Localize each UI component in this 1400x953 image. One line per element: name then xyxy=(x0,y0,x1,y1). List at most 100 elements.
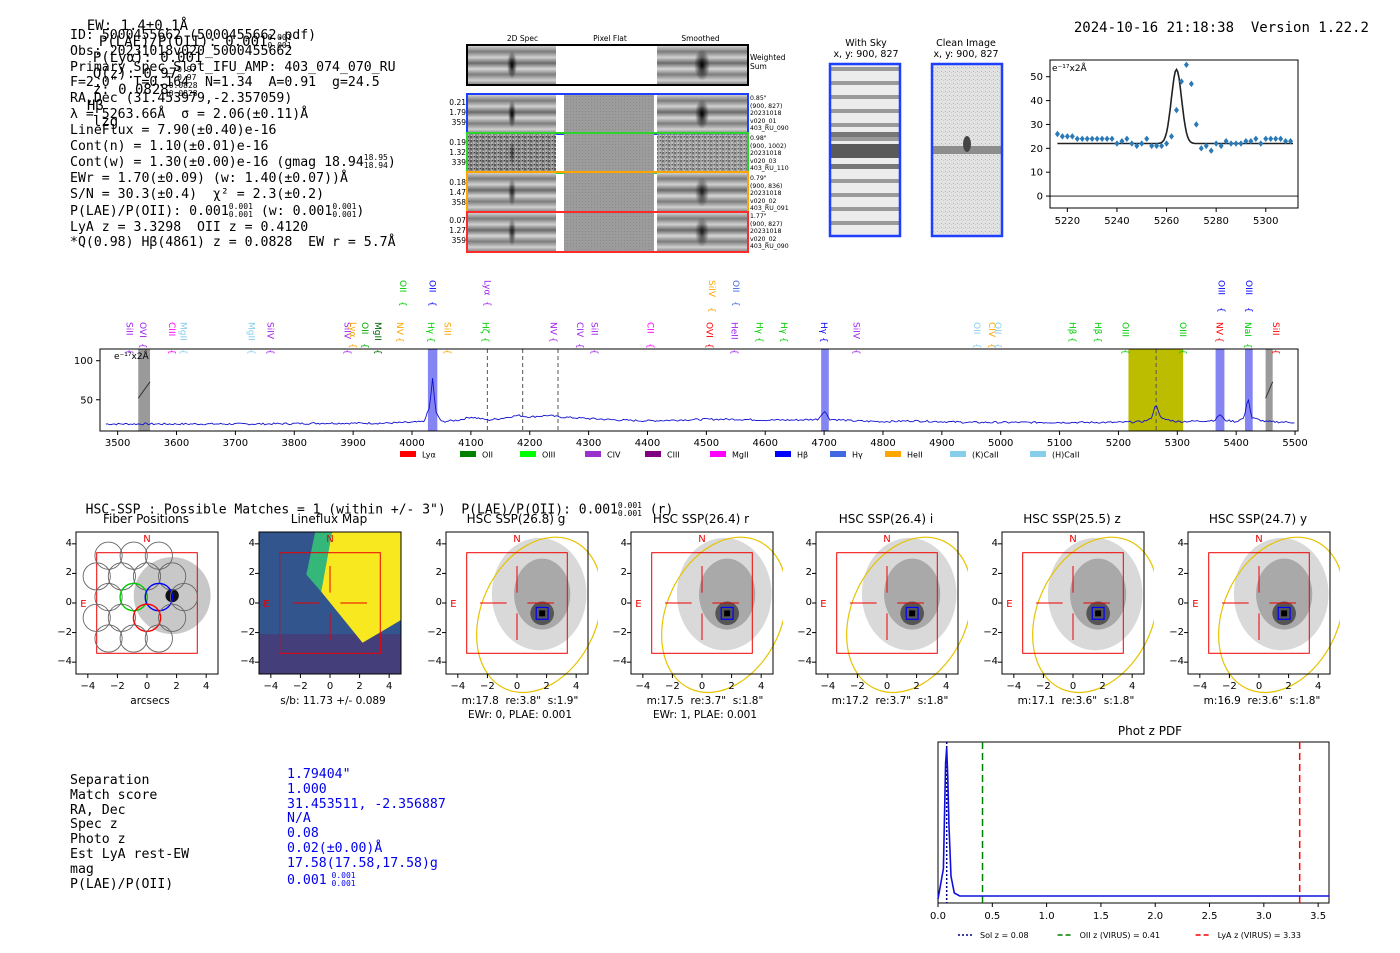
spectrum-line-label: Hζ { xyxy=(480,322,490,343)
spectrum-line-label: CII { xyxy=(644,322,654,349)
spectrum-highlight-band xyxy=(821,349,829,431)
spectrum-xtick-label: 4700 xyxy=(811,438,836,449)
qz-value: Q(z): 0.97 xyxy=(92,66,178,82)
legend-label: (K)CaII xyxy=(972,451,999,460)
spectrum-line-label-brace: { xyxy=(245,349,255,355)
cutout-box xyxy=(1022,552,1124,654)
zoom-ytick-label: 30 xyxy=(1030,120,1043,131)
match-label: Photo z xyxy=(70,832,126,848)
lineflux-low xyxy=(259,634,401,674)
cutout-row-2 xyxy=(466,132,749,174)
pdf-frame xyxy=(937,741,1330,904)
panel-ytick-label: 2 xyxy=(435,567,442,579)
spectrum-line-label-text: SiII xyxy=(589,322,599,336)
panel-ytick-label: −4 xyxy=(427,656,442,668)
pdf-legend-label: LyA z (VIRUS) = 3.33 xyxy=(1218,931,1301,940)
panel-title-4: HSC SSP(26.4) i xyxy=(838,512,934,526)
spectrum-line-label-text: OVI xyxy=(137,322,147,338)
header-bar: EW: 1.4±0.1Å P(LAE)/P(OII): 0.001 0.001 0.… xyxy=(86,18,292,130)
panel-xtick-label: 4 xyxy=(1315,681,1321,692)
pdf-curve xyxy=(937,747,1329,900)
info-lineflux: LineFlux = 7.90(±0.40)e-16 xyxy=(70,122,277,138)
spectrum-line-label: OIII { xyxy=(1243,280,1253,313)
timestamp: 2024-10-16 21:18:38 xyxy=(1073,20,1235,36)
info-plae: P(LAE)/P(OII): 0.001 0.001 0.001 (w: 0.001… xyxy=(70,201,365,219)
spectrum-xtick-label: 5500 xyxy=(1282,438,1307,449)
with-sky-panel: With Sky x, y: 900, 827 xyxy=(828,38,904,60)
version: Version 1.22.2 xyxy=(1250,20,1369,36)
zoom-data-point xyxy=(1054,130,1060,138)
spectrum-xtick-label: 5100 xyxy=(1047,438,1072,449)
spectrum-xtick-label: 3500 xyxy=(105,438,130,449)
zoom-ytick-label: 50 xyxy=(1030,72,1043,83)
match-table: Separation Match score RA, Dec Spec z Photo … xyxy=(70,773,189,892)
spectrum-line-label-text: OIII xyxy=(1177,322,1187,337)
legend-swatch xyxy=(950,451,966,457)
imaging-panel-6: N E −4 −2 0 2 4 xyxy=(1184,531,1340,694)
spectrum-line-label: Hγ { xyxy=(425,322,435,343)
spectrum-xtick-label: 3600 xyxy=(164,438,189,449)
panel-title-1: Lineflux Map xyxy=(290,512,368,526)
spectrum-line-label-brace: { xyxy=(1270,349,1280,355)
spectrum-xtick-label: 4900 xyxy=(929,438,954,449)
zoom-ytick-label: 0 xyxy=(1037,192,1043,203)
panel-caption-1: s/b: 11.73 +/- 0.089 xyxy=(280,695,386,707)
zoom-xtick-label: 5220 xyxy=(1055,216,1080,227)
fiber-circle xyxy=(144,624,173,653)
spectrum-line-label-brace: { xyxy=(986,343,996,349)
match-value: 17.58(17.58,17.58)g xyxy=(287,855,438,871)
spectrum-xtick-label: 4200 xyxy=(517,438,542,449)
panel-xtick-label: 2 xyxy=(1099,681,1105,692)
hsc-ellipse xyxy=(1218,536,1340,694)
plae-value: P(LAE)/P(OII): 0.001 xyxy=(98,34,268,50)
zoom-data-point xyxy=(1238,140,1244,147)
cutout-row-4 xyxy=(466,211,749,253)
panel-xtick-label: 0 xyxy=(1256,681,1262,692)
spectrum-line-label: OIII { xyxy=(1215,280,1225,313)
hsc-match-line: HSC-SSP : Possible Matches = 1 (within +… xyxy=(85,501,674,518)
spectrum-line-label-brace: { xyxy=(347,343,357,349)
spectrum-line-label: MgII { xyxy=(372,322,382,355)
panel-ytick-label: −2 xyxy=(427,626,442,638)
spectrum-line-label: NV{ xyxy=(394,322,404,343)
match-value: N/A xyxy=(287,811,311,827)
spectrum-line-label-brace: { xyxy=(971,343,981,349)
panel-caption-0: arcsecs xyxy=(130,695,170,707)
spectrum-line-label-text: OII xyxy=(427,280,437,292)
spectrum-xtick-label: 5300 xyxy=(1165,438,1190,449)
panel-ytick-label: −4 xyxy=(797,656,812,668)
zoom-ytick-label: 20 xyxy=(1030,144,1043,155)
panel-xtick-label: −2 xyxy=(850,681,865,692)
zoom-data-point xyxy=(1253,135,1259,142)
hsc-ellipse xyxy=(846,536,968,694)
spectrum-line-label: SiII { xyxy=(1270,322,1280,355)
hsc-ellipse xyxy=(661,536,783,694)
zoom-data-point xyxy=(1208,147,1214,154)
pdf-xtick-label: 2.0 xyxy=(1147,911,1163,922)
panel-xtick-label: 0 xyxy=(1070,681,1076,692)
legend-label: (H)CaII xyxy=(1052,451,1079,460)
east-label: E xyxy=(820,599,826,610)
weighted-sum-label: Weighted Sum xyxy=(750,53,786,71)
spectrum-line-label: SiII { xyxy=(589,322,599,355)
panel-xtick-label: 4 xyxy=(386,681,392,692)
panel-xtick-label: 4 xyxy=(758,681,764,692)
legend-swatch xyxy=(460,451,476,457)
zoom-data-point xyxy=(1149,142,1155,150)
spectrum-line-label-text: NV xyxy=(547,322,557,336)
spectrum-line-label: HeII { xyxy=(729,322,739,355)
classification-tag: lzg xyxy=(92,114,119,130)
panel-caption-4: m:17.2 re:3.7" s:1.8" xyxy=(831,695,949,707)
legend-label: OIII xyxy=(542,451,555,460)
match-value: 1.000 xyxy=(287,781,327,797)
panel-caption-2: m:17.8 re:3.8" s:1.9" xyxy=(461,695,579,707)
legend-swatch xyxy=(1030,451,1046,457)
spectrum-xtick-label: 3700 xyxy=(223,438,248,449)
panel-ytick-label: 2 xyxy=(1177,567,1184,579)
zoom-data-point xyxy=(1203,142,1209,150)
zoom-data-point xyxy=(1069,133,1075,140)
legend-swatch xyxy=(775,451,791,457)
panel-ytick-label: 4 xyxy=(805,537,812,549)
legend-swatch xyxy=(520,451,536,457)
spectrum-line-label-brace: { xyxy=(265,349,275,355)
